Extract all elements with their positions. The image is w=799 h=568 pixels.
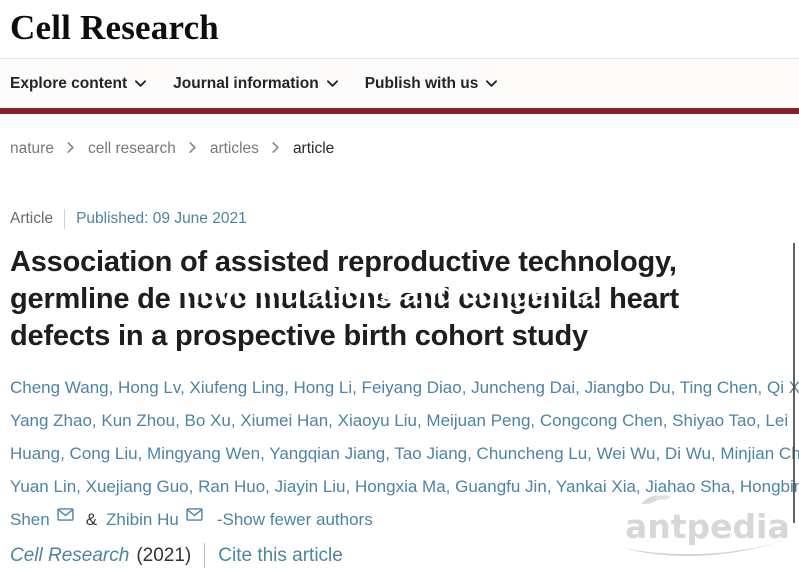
nav-item-label: Journal information xyxy=(173,74,319,92)
antpedia-watermark-logo: antpedia xyxy=(623,495,789,556)
title-watermark-host: novo mutations and congenital novo mutati… xyxy=(178,278,605,318)
antpedia-watermark-text: antpedia xyxy=(625,507,789,546)
author-line-last: Shen & Zhibin Hu -Show fewer authors xyxy=(10,503,799,536)
cite-this-article-link[interactable]: Cite this article xyxy=(218,545,343,566)
title-line-3: defects in a prospective birth cohort st… xyxy=(10,320,588,352)
title-line-2-post: heart xyxy=(601,283,679,315)
main-nav: Explore content Journal information Publ… xyxy=(0,58,799,108)
chevron-down-icon xyxy=(486,79,498,87)
meta-divider xyxy=(64,209,66,229)
brand-divider-bar xyxy=(0,108,799,114)
article-type-label: Article xyxy=(10,210,54,227)
citation-row: Cell Research (2021) Cite this article xyxy=(10,543,799,568)
breadcrumb-item-nature[interactable]: nature xyxy=(10,140,54,157)
email-envelope-icon[interactable] xyxy=(57,508,74,521)
title-line-2: germline de novo mutations and congenita… xyxy=(10,278,790,318)
show-fewer-authors-link[interactable]: -Show fewer authors xyxy=(216,510,373,529)
nav-item-label: Explore content xyxy=(10,74,128,92)
email-envelope-icon[interactable] xyxy=(186,508,203,521)
breadcrumb-item-article: article xyxy=(292,140,335,157)
nav-item-label: Publish with us xyxy=(364,74,479,92)
chevron-down-icon xyxy=(135,79,147,87)
breadcrumb-item-articles[interactable]: articles xyxy=(209,140,259,157)
chevron-down-icon xyxy=(326,79,338,87)
author-line[interactable]: Cheng Wang, Hong Lv, Xiufeng Ling, Hong … xyxy=(10,378,799,397)
author-line[interactable]: Yuan Lin, Xuejiang Guo, Ran Huo, Jiayin … xyxy=(10,477,799,496)
citation-divider xyxy=(204,543,206,568)
article-title: Association of assisted reproductive tec… xyxy=(10,244,790,355)
author-hu-link[interactable]: Zhibin Hu xyxy=(106,510,179,529)
title-line-1: Association of assisted reproductive tec… xyxy=(10,246,677,278)
journal-header: Cell Research xyxy=(0,0,799,58)
nav-item-journal-information[interactable]: Journal information xyxy=(173,75,338,93)
right-edge-scroll-line xyxy=(793,243,795,523)
breadcrumb: nature cell research articles article xyxy=(10,140,799,158)
author-line[interactable]: Huang, Cong Liu, Mingyang Wen, Yangqian … xyxy=(10,444,799,463)
chevron-right-icon xyxy=(67,141,74,153)
journal-logo[interactable]: Cell Research xyxy=(10,8,219,47)
article-meta-row: Article Published: 09 June 2021 xyxy=(10,209,799,229)
author-line[interactable]: Yang Zhao, Kun Zhou, Bo Xu, Xiumei Han, … xyxy=(10,411,789,430)
nav-item-publish-with-us[interactable]: Publish with us xyxy=(365,75,498,93)
citation-journal-link[interactable]: Cell Research xyxy=(10,545,130,566)
published-date-link[interactable]: Published: 09 June 2021 xyxy=(76,210,247,227)
citation-year: (2021) xyxy=(136,545,192,566)
author-list: Cheng Wang, Hong Lv, Xiufeng Ling, Hong … xyxy=(10,371,799,536)
chevron-right-icon xyxy=(272,141,279,153)
ampersand-text: & xyxy=(85,510,98,529)
title-line-2-mid: novo mutations and congenital xyxy=(178,283,602,315)
author-shen-link[interactable]: Shen xyxy=(10,510,50,529)
chevron-right-icon xyxy=(189,141,196,153)
nav-item-explore-content[interactable]: Explore content xyxy=(10,74,147,93)
title-line-2-pre: germline de xyxy=(10,283,179,315)
breadcrumb-item-cell-research[interactable]: cell research xyxy=(87,140,176,157)
